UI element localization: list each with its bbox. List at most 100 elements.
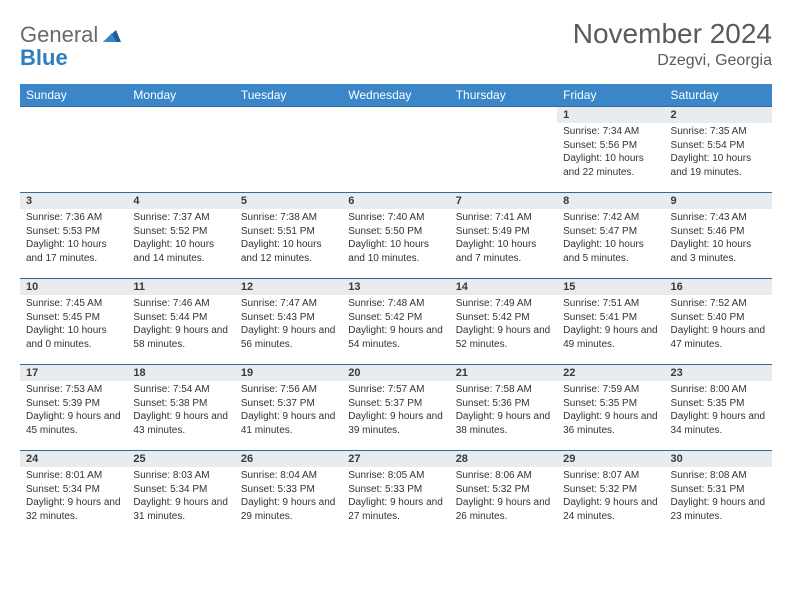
sunset-text: Sunset: 5:31 PM — [671, 483, 766, 497]
calendar-day-cell — [20, 107, 127, 193]
calendar-day-cell: 24Sunrise: 8:01 AMSunset: 5:34 PMDayligh… — [20, 451, 127, 537]
weekday-header: Wednesday — [342, 84, 449, 107]
daylight-text: Daylight: 10 hours and 14 minutes. — [133, 238, 228, 265]
day-details: Sunrise: 7:57 AMSunset: 5:37 PMDaylight:… — [342, 381, 449, 441]
day-details: Sunrise: 7:47 AMSunset: 5:43 PMDaylight:… — [235, 295, 342, 355]
day-number: 10 — [20, 279, 127, 295]
day-details: Sunrise: 7:35 AMSunset: 5:54 PMDaylight:… — [665, 123, 772, 183]
day-number: 24 — [20, 451, 127, 467]
sunset-text: Sunset: 5:52 PM — [133, 225, 228, 239]
sunset-text: Sunset: 5:42 PM — [456, 311, 551, 325]
sunset-text: Sunset: 5:56 PM — [563, 139, 658, 153]
daylight-text: Daylight: 9 hours and 36 minutes. — [563, 410, 658, 437]
sunset-text: Sunset: 5:42 PM — [348, 311, 443, 325]
day-details: Sunrise: 7:53 AMSunset: 5:39 PMDaylight:… — [20, 381, 127, 441]
daylight-text: Daylight: 9 hours and 31 minutes. — [133, 496, 228, 523]
day-details: Sunrise: 7:38 AMSunset: 5:51 PMDaylight:… — [235, 209, 342, 269]
day-details: Sunrise: 7:40 AMSunset: 5:50 PMDaylight:… — [342, 209, 449, 269]
title-block: November 2024 Dzegvi, Georgia — [573, 18, 772, 70]
calendar-day-cell: 23Sunrise: 8:00 AMSunset: 5:35 PMDayligh… — [665, 365, 772, 451]
daylight-text: Daylight: 9 hours and 52 minutes. — [456, 324, 551, 351]
sunset-text: Sunset: 5:32 PM — [563, 483, 658, 497]
day-details: Sunrise: 7:45 AMSunset: 5:45 PMDaylight:… — [20, 295, 127, 355]
day-number: 17 — [20, 365, 127, 381]
calendar-week-row: 24Sunrise: 8:01 AMSunset: 5:34 PMDayligh… — [20, 451, 772, 537]
calendar-day-cell: 16Sunrise: 7:52 AMSunset: 5:40 PMDayligh… — [665, 279, 772, 365]
daylight-text: Daylight: 10 hours and 22 minutes. — [563, 152, 658, 179]
sunrise-text: Sunrise: 7:48 AM — [348, 297, 443, 311]
sunset-text: Sunset: 5:50 PM — [348, 225, 443, 239]
day-number: 6 — [342, 193, 449, 209]
sunrise-text: Sunrise: 7:47 AM — [241, 297, 336, 311]
day-number: 28 — [450, 451, 557, 467]
day-number: 15 — [557, 279, 664, 295]
day-number: 12 — [235, 279, 342, 295]
day-details: Sunrise: 7:59 AMSunset: 5:35 PMDaylight:… — [557, 381, 664, 441]
calendar-day-cell — [342, 107, 449, 193]
day-number: 18 — [127, 365, 234, 381]
sunset-text: Sunset: 5:39 PM — [26, 397, 121, 411]
day-details: Sunrise: 8:00 AMSunset: 5:35 PMDaylight:… — [665, 381, 772, 441]
sunrise-text: Sunrise: 7:43 AM — [671, 211, 766, 225]
day-details: Sunrise: 8:03 AMSunset: 5:34 PMDaylight:… — [127, 467, 234, 527]
day-number: 19 — [235, 365, 342, 381]
sunrise-text: Sunrise: 7:34 AM — [563, 125, 658, 139]
daylight-text: Daylight: 9 hours and 45 minutes. — [26, 410, 121, 437]
daylight-text: Daylight: 9 hours and 47 minutes. — [671, 324, 766, 351]
sunrise-text: Sunrise: 8:04 AM — [241, 469, 336, 483]
sunset-text: Sunset: 5:47 PM — [563, 225, 658, 239]
triangle-icon — [103, 28, 121, 47]
sunset-text: Sunset: 5:53 PM — [26, 225, 121, 239]
weekday-header-row: SundayMondayTuesdayWednesdayThursdayFrid… — [20, 84, 772, 107]
daylight-text: Daylight: 9 hours and 39 minutes. — [348, 410, 443, 437]
day-details: Sunrise: 7:34 AMSunset: 5:56 PMDaylight:… — [557, 123, 664, 183]
weekday-header: Friday — [557, 84, 664, 107]
sunrise-text: Sunrise: 7:59 AM — [563, 383, 658, 397]
sunset-text: Sunset: 5:35 PM — [671, 397, 766, 411]
sunset-text: Sunset: 5:43 PM — [241, 311, 336, 325]
logo-text-wrap: General Blue — [20, 24, 121, 70]
daylight-text: Daylight: 10 hours and 19 minutes. — [671, 152, 766, 179]
daylight-text: Daylight: 9 hours and 38 minutes. — [456, 410, 551, 437]
calendar-day-cell: 29Sunrise: 8:07 AMSunset: 5:32 PMDayligh… — [557, 451, 664, 537]
weekday-header: Thursday — [450, 84, 557, 107]
day-number: 30 — [665, 451, 772, 467]
calendar-day-cell: 14Sunrise: 7:49 AMSunset: 5:42 PMDayligh… — [450, 279, 557, 365]
calendar-day-cell: 19Sunrise: 7:56 AMSunset: 5:37 PMDayligh… — [235, 365, 342, 451]
daylight-text: Daylight: 9 hours and 54 minutes. — [348, 324, 443, 351]
sunrise-text: Sunrise: 7:52 AM — [671, 297, 766, 311]
day-details: Sunrise: 7:52 AMSunset: 5:40 PMDaylight:… — [665, 295, 772, 355]
day-number: 21 — [450, 365, 557, 381]
day-details: Sunrise: 7:42 AMSunset: 5:47 PMDaylight:… — [557, 209, 664, 269]
daylight-text: Daylight: 10 hours and 17 minutes. — [26, 238, 121, 265]
calendar-table: SundayMondayTuesdayWednesdayThursdayFrid… — [20, 84, 772, 537]
sunset-text: Sunset: 5:37 PM — [348, 397, 443, 411]
weekday-header: Saturday — [665, 84, 772, 107]
sunset-text: Sunset: 5:34 PM — [26, 483, 121, 497]
day-number: 9 — [665, 193, 772, 209]
page-title: November 2024 — [573, 18, 772, 50]
sunrise-text: Sunrise: 7:53 AM — [26, 383, 121, 397]
sunset-text: Sunset: 5:36 PM — [456, 397, 551, 411]
day-details: Sunrise: 8:05 AMSunset: 5:33 PMDaylight:… — [342, 467, 449, 527]
day-number: 26 — [235, 451, 342, 467]
calendar-day-cell: 5Sunrise: 7:38 AMSunset: 5:51 PMDaylight… — [235, 193, 342, 279]
daylight-text: Daylight: 9 hours and 34 minutes. — [671, 410, 766, 437]
day-number: 11 — [127, 279, 234, 295]
daylight-text: Daylight: 9 hours and 29 minutes. — [241, 496, 336, 523]
day-details: Sunrise: 7:51 AMSunset: 5:41 PMDaylight:… — [557, 295, 664, 355]
sunrise-text: Sunrise: 7:46 AM — [133, 297, 228, 311]
sunrise-text: Sunrise: 7:42 AM — [563, 211, 658, 225]
calendar-week-row: 17Sunrise: 7:53 AMSunset: 5:39 PMDayligh… — [20, 365, 772, 451]
sunrise-text: Sunrise: 8:06 AM — [456, 469, 551, 483]
day-number: 1 — [557, 107, 664, 123]
daylight-text: Daylight: 9 hours and 43 minutes. — [133, 410, 228, 437]
day-details: Sunrise: 7:49 AMSunset: 5:42 PMDaylight:… — [450, 295, 557, 355]
daylight-text: Daylight: 9 hours and 32 minutes. — [26, 496, 121, 523]
day-number: 27 — [342, 451, 449, 467]
day-details: Sunrise: 7:37 AMSunset: 5:52 PMDaylight:… — [127, 209, 234, 269]
calendar-day-cell — [450, 107, 557, 193]
day-details: Sunrise: 7:41 AMSunset: 5:49 PMDaylight:… — [450, 209, 557, 269]
sunrise-text: Sunrise: 8:00 AM — [671, 383, 766, 397]
day-number: 29 — [557, 451, 664, 467]
